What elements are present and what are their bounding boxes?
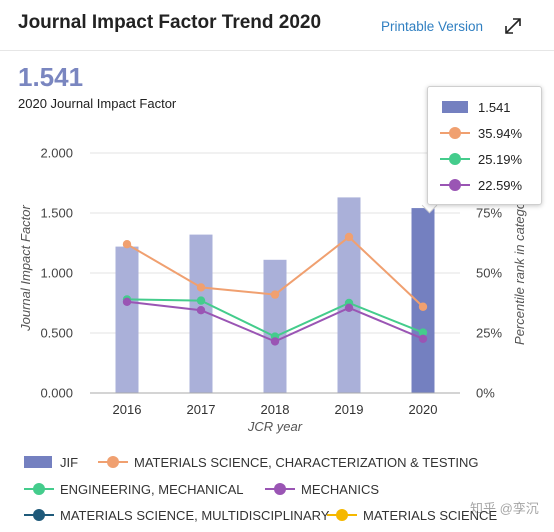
legend-line-swatch (98, 455, 128, 469)
legend-item[interactable]: MATERIALS SCIENCE, CHARACTERIZATION & TE… (98, 453, 479, 471)
bar-jif-2018 (263, 259, 287, 393)
legend-item[interactable]: MATERIALS SCIENCE, MULTIDISCIPLINARY (24, 506, 329, 524)
tooltip-row-engineering: 25.19% (440, 150, 522, 168)
y-tick-label: 0.000 (40, 386, 73, 401)
legend-line-swatch (265, 482, 295, 496)
y-tick-label: 1.500 (40, 206, 73, 221)
tooltip-value-mechanics: 22.59% (478, 177, 523, 193)
tooltip-value-characterization: 35.94% (478, 125, 523, 141)
legend-item[interactable]: JIF (24, 453, 78, 471)
legend-line-swatch (327, 508, 357, 522)
x-tick-label: 2018 (261, 402, 290, 417)
tooltip-swatch-jif (442, 101, 468, 113)
tooltip-row-jif: 1.541 (440, 98, 511, 116)
tooltip: 1.541 35.94% 25.19% 22.59% (427, 86, 542, 205)
y2-axis-label: Percentile rank in category (512, 190, 527, 345)
series-point-1-2017 (196, 296, 206, 305)
y-tick-label: 0.500 (40, 326, 73, 341)
y2-tick-label: 50% (476, 266, 502, 281)
x-tick-label: 2016 (113, 402, 142, 417)
x-tick-label: 2020 (409, 402, 438, 417)
y-tick-label: 2.000 (40, 146, 73, 161)
series-point-0-2020 (418, 302, 428, 311)
tooltip-value-engineering: 25.19% (478, 151, 523, 167)
bar-jif-2020 (411, 208, 435, 393)
x-axis-label: JCR year (247, 419, 303, 434)
series-point-2-2016 (122, 297, 132, 306)
tooltip-swatch-engineering (449, 153, 461, 165)
series-point-1-2020 (418, 328, 428, 337)
bar-jif-2016 (115, 246, 139, 393)
legend-label: JIF (60, 454, 79, 470)
series-point-0-2019 (344, 232, 354, 242)
legend-item[interactable]: MATERIALS SCIENCE (327, 506, 497, 524)
legend-item[interactable]: ENGINEERING, MECHANICAL (24, 480, 243, 498)
y2-tick-label: 0% (476, 386, 495, 401)
legend-label: MATERIALS SCIENCE, MULTIDISCIPLINARY (60, 507, 330, 523)
tooltip-row-characterization: 35.94% (440, 124, 522, 142)
series-point-0-2016 (122, 240, 132, 249)
chart-header: Journal Impact Factor Trend 2020 Printab… (0, 0, 554, 51)
series-point-2-2020 (418, 334, 428, 343)
legend-line-swatch (24, 508, 54, 522)
legend-item[interactable]: MECHANICS (265, 480, 379, 498)
legend-bar-swatch (24, 455, 54, 469)
series-point-0-2017 (196, 283, 206, 292)
y2-tick-label: 75% (476, 206, 502, 221)
jif-label: 2020 Journal Impact Factor (18, 96, 177, 111)
tooltip-row-mechanics: 22.59% (440, 176, 522, 194)
series-point-2-2019 (344, 303, 354, 312)
series-point-2-2017 (196, 306, 206, 315)
chart-title: Journal Impact Factor Trend 2020 (18, 12, 322, 33)
series-point-2-2018 (270, 337, 280, 346)
legend-label: MATERIALS SCIENCE, CHARACTERIZATION & TE… (134, 454, 479, 470)
legend-label: MATERIALS SCIENCE (363, 507, 498, 523)
series-point-0-2018 (270, 290, 280, 299)
expand-icon[interactable] (503, 16, 523, 36)
legend-label: MECHANICS (301, 481, 380, 497)
printable-version-link[interactable]: Printable Version (381, 19, 484, 34)
jif-value: 1.541 (18, 62, 84, 92)
tooltip-swatch-mechanics (449, 179, 461, 191)
watermark: 知乎 @孪沉 (470, 501, 539, 516)
y-tick-label: 1.000 (40, 266, 73, 281)
tooltip-value-jif: 1.541 (478, 99, 511, 115)
tooltip-swatch-characterization (449, 127, 461, 139)
legend-line-swatch (24, 482, 54, 496)
x-tick-label: 2017 (187, 402, 216, 417)
x-tick-label: 2019 (335, 402, 364, 417)
y2-tick-label: 25% (476, 326, 502, 341)
y-axis-label: Journal Impact Factor (18, 204, 33, 331)
legend-label: ENGINEERING, MECHANICAL (60, 481, 244, 497)
bar-jif-2019 (337, 197, 361, 393)
